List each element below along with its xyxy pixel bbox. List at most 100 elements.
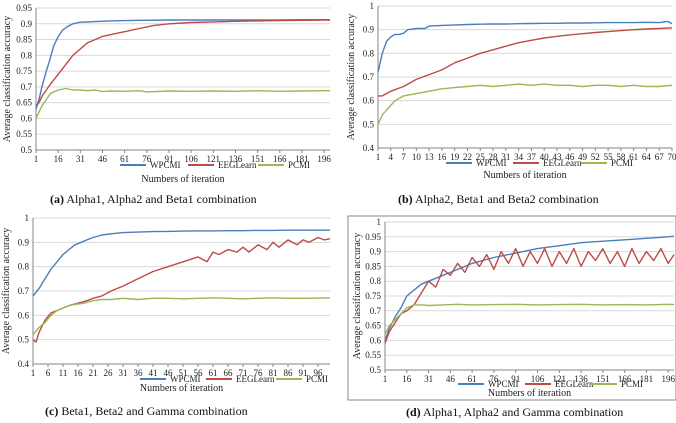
y-tick-label: 1 <box>377 217 382 227</box>
legend-label-pcmi: PCMI <box>306 374 328 384</box>
x-tick-label: 31 <box>424 374 433 384</box>
caption-a-text: Alpha1, Alpha2 and Beta1 combination <box>66 192 257 206</box>
y-tick-label: 0.5 <box>21 145 33 155</box>
x-tick-label: 61 <box>468 374 477 384</box>
y-axis-label: Average classification accuracy <box>1 228 12 354</box>
x-tick-label: 1 <box>34 154 39 164</box>
caption-b-label: (b) <box>398 192 413 206</box>
x-tick-label: 181 <box>640 374 654 384</box>
y-tick-label: 1 <box>370 1 375 11</box>
series-line-wpcmi <box>377 20 673 73</box>
y-tick-label: 0.9 <box>370 247 382 257</box>
y-tick-label: 0.6 <box>21 113 33 123</box>
x-tick-label: 86 <box>284 368 294 378</box>
y-tick-label: 0.95 <box>16 3 32 13</box>
x-tick-label: 25 <box>476 152 486 162</box>
caption-c: (c) Beta1, Beta2 and Gamma combination <box>45 404 248 419</box>
x-tick-label: 34 <box>514 152 524 162</box>
x-tick-label: 151 <box>596 374 610 384</box>
x-tick-label: 61 <box>209 368 218 378</box>
x-tick-label: 1 <box>376 152 381 162</box>
x-tick-label: 151 <box>251 154 265 164</box>
y-axis-label: Average classification accuracy <box>352 233 363 359</box>
chart-panel-c: 0.40.50.60.70.80.911 6 11 16 21 26 31 36 41 46 51 5… <box>1 213 331 394</box>
y-axis-label: Average classification accuracy <box>2 16 13 142</box>
y-tick-label: 0.8 <box>21 50 33 60</box>
y-tick-label: 0.4 <box>18 359 30 369</box>
x-tick-label: 16 <box>74 368 84 378</box>
x-tick-label: 31 <box>76 154 85 164</box>
x-tick-label: 11 <box>59 368 68 378</box>
chart-panel-a: 0.5 0.55 0.6 0.65 0.7 0.75 0.8 0.85 0.9 0.95 1 16 31… <box>2 3 331 185</box>
x-tick-label: 1 <box>31 368 36 378</box>
y-tick-label: 0.9 <box>18 237 30 247</box>
x-tick-label: 106 <box>184 154 198 164</box>
legend-label-eeglearn: EEGLearn <box>236 374 275 384</box>
x-tick-label: 96 <box>314 368 324 378</box>
x-tick-label: 46 <box>446 374 456 384</box>
legend-label-wpcmi: WPCMI <box>150 160 181 170</box>
y-tick-label: 0.85 <box>365 261 381 271</box>
x-tick-label: 46 <box>565 152 575 162</box>
x-tick-label: 36 <box>134 368 144 378</box>
caption-d: (d) Alpha1, Alpha2 and Gamma combination <box>406 405 623 420</box>
x-tick-label: 136 <box>229 154 243 164</box>
x-tick-label: 121 <box>207 154 221 164</box>
series-line-wpcmi <box>32 229 330 297</box>
x-tick-label: 40 <box>540 152 550 162</box>
y-tick-label: 0.95 <box>365 232 381 242</box>
legend-label-eeglearn: EEGLearn <box>543 158 582 168</box>
x-tick-label: 91 <box>511 374 520 384</box>
x-tick-label: 121 <box>553 374 567 384</box>
legend-label-wpcmi: WPCMI <box>476 158 507 168</box>
y-tick-label: 0.9 <box>21 19 33 29</box>
y-tick-label: 0.8 <box>363 48 375 58</box>
y-tick-label: 0.7 <box>370 306 382 316</box>
y-axis-label: Average classification accuracy <box>346 14 357 140</box>
y-tick-label: 0.85 <box>16 35 32 45</box>
x-axis-label: Numbers of iteration <box>483 170 566 181</box>
x-tick-label: 66 <box>224 368 234 378</box>
x-tick-label: 91 <box>164 154 173 164</box>
x-tick-label: 43 <box>552 152 562 162</box>
y-tick-label: 0.5 <box>370 365 382 375</box>
series-line-pcmi <box>35 87 330 119</box>
x-tick-label: 196 <box>661 374 675 384</box>
chart-panel-d: 0.5 0.55 0.6 0.65 0.7 0.75 0.8 0.85 0.9 0.95 1 1 16 3… <box>347 215 676 401</box>
x-tick-label: 106 <box>531 374 545 384</box>
x-tick-label: 181 <box>295 154 309 164</box>
x-tick-label: 46 <box>164 368 174 378</box>
legend-label-pcmi: PCMI <box>611 158 633 168</box>
x-tick-label: 52 <box>591 152 600 162</box>
legend-label-eeglearn: EEGLearn <box>218 160 257 170</box>
x-axis-label: Numbers of iteration <box>141 174 224 185</box>
x-tick-label: 41 <box>149 368 158 378</box>
y-tick-label: 0.65 <box>16 98 32 108</box>
y-tick-label: 0.8 <box>18 262 30 272</box>
x-tick-label: 166 <box>273 154 287 164</box>
x-tick-label: 91 <box>299 368 308 378</box>
x-tick-label: 76 <box>254 368 264 378</box>
x-tick-label: 81 <box>269 368 278 378</box>
x-tick-label: 64 <box>642 152 652 162</box>
caption-d-text: Alpha1, Alpha2 and Gamma combination <box>423 405 624 419</box>
x-tick-label: 16 <box>402 374 412 384</box>
y-tick-label: 0.6 <box>18 310 30 320</box>
y-tick-label: 0.75 <box>16 66 32 76</box>
x-tick-label: 16 <box>54 154 64 164</box>
y-tick-label: 0.75 <box>365 291 381 301</box>
x-axis-label: Numbers of iteration <box>488 388 571 399</box>
y-tick-label: 0.5 <box>18 335 30 345</box>
legend-label-pcmi: PCMI <box>288 160 310 170</box>
x-tick-label: 49 <box>578 152 588 162</box>
caption-c-label: (c) <box>45 404 59 418</box>
x-tick-label: 166 <box>618 374 632 384</box>
x-tick-label: 46 <box>98 154 108 164</box>
x-tick-label: 196 <box>317 154 331 164</box>
caption-d-label: (d) <box>406 405 421 419</box>
x-tick-label: 6 <box>46 368 51 378</box>
y-tick-label: 0.65 <box>365 321 381 331</box>
x-tick-label: 61 <box>629 152 638 162</box>
x-tick-label: 56 <box>194 368 204 378</box>
y-tick-label: 1 <box>25 213 30 223</box>
